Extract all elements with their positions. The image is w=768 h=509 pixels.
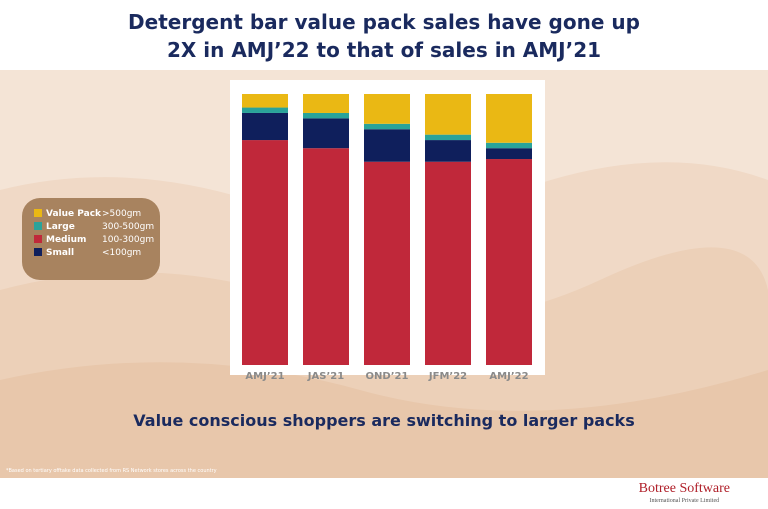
legend-label: Large bbox=[46, 222, 75, 232]
subtitle: Value conscious shoppers are switching t… bbox=[133, 411, 635, 430]
legend-swatch bbox=[34, 222, 42, 230]
bar-segment bbox=[486, 148, 532, 160]
legend-range: 300-500gm bbox=[102, 222, 154, 232]
legend-swatch bbox=[34, 209, 42, 217]
bar-segment bbox=[425, 94, 471, 135]
legend-box bbox=[22, 198, 160, 280]
bar-segment bbox=[425, 134, 471, 141]
legend-swatch bbox=[34, 248, 42, 256]
bar-segment bbox=[425, 140, 471, 162]
x-tick-label: JAS’21 bbox=[307, 371, 344, 382]
bar-segment bbox=[242, 107, 288, 113]
x-tick-label: OND’21 bbox=[366, 371, 409, 382]
bar-segment bbox=[242, 140, 288, 365]
legend-label: Value Pack bbox=[46, 209, 102, 219]
bar-segment bbox=[364, 129, 410, 162]
bar-segment bbox=[364, 161, 410, 365]
x-tick-label: AMJ’21 bbox=[245, 371, 284, 382]
footnote: *Based on tertiary offtake data collecte… bbox=[6, 468, 217, 474]
bar-segment bbox=[364, 94, 410, 124]
brand-sub: International Private Limited bbox=[649, 498, 720, 504]
bar-segment bbox=[303, 112, 349, 119]
bar-segment bbox=[364, 123, 410, 130]
bar-segment bbox=[486, 142, 532, 149]
brand: Botree Software International Private Lim… bbox=[638, 481, 730, 507]
brand-name: Botree Software bbox=[638, 481, 730, 496]
bar-segment bbox=[303, 118, 349, 149]
bar-segment bbox=[242, 112, 288, 141]
bar-segment bbox=[425, 161, 471, 365]
legend-range: >500gm bbox=[102, 209, 141, 219]
bar-segment bbox=[486, 94, 532, 143]
legend-range: <100gm bbox=[102, 248, 141, 258]
bar-segment bbox=[486, 159, 532, 365]
x-tick-label: AMJ’22 bbox=[489, 371, 528, 382]
legend-range: 100-300gm bbox=[102, 235, 154, 245]
wave bbox=[0, 362, 768, 478]
bar-segment bbox=[303, 94, 349, 113]
chart-title: Detergent bar value pack sales have gone… bbox=[128, 10, 640, 62]
bar-segment bbox=[242, 94, 288, 108]
x-tick-label: JFM’22 bbox=[428, 371, 467, 382]
bar-segment bbox=[303, 148, 349, 365]
legend-swatch bbox=[34, 235, 42, 243]
legend-label: Medium bbox=[46, 235, 86, 245]
legend-label: Small bbox=[46, 248, 74, 258]
